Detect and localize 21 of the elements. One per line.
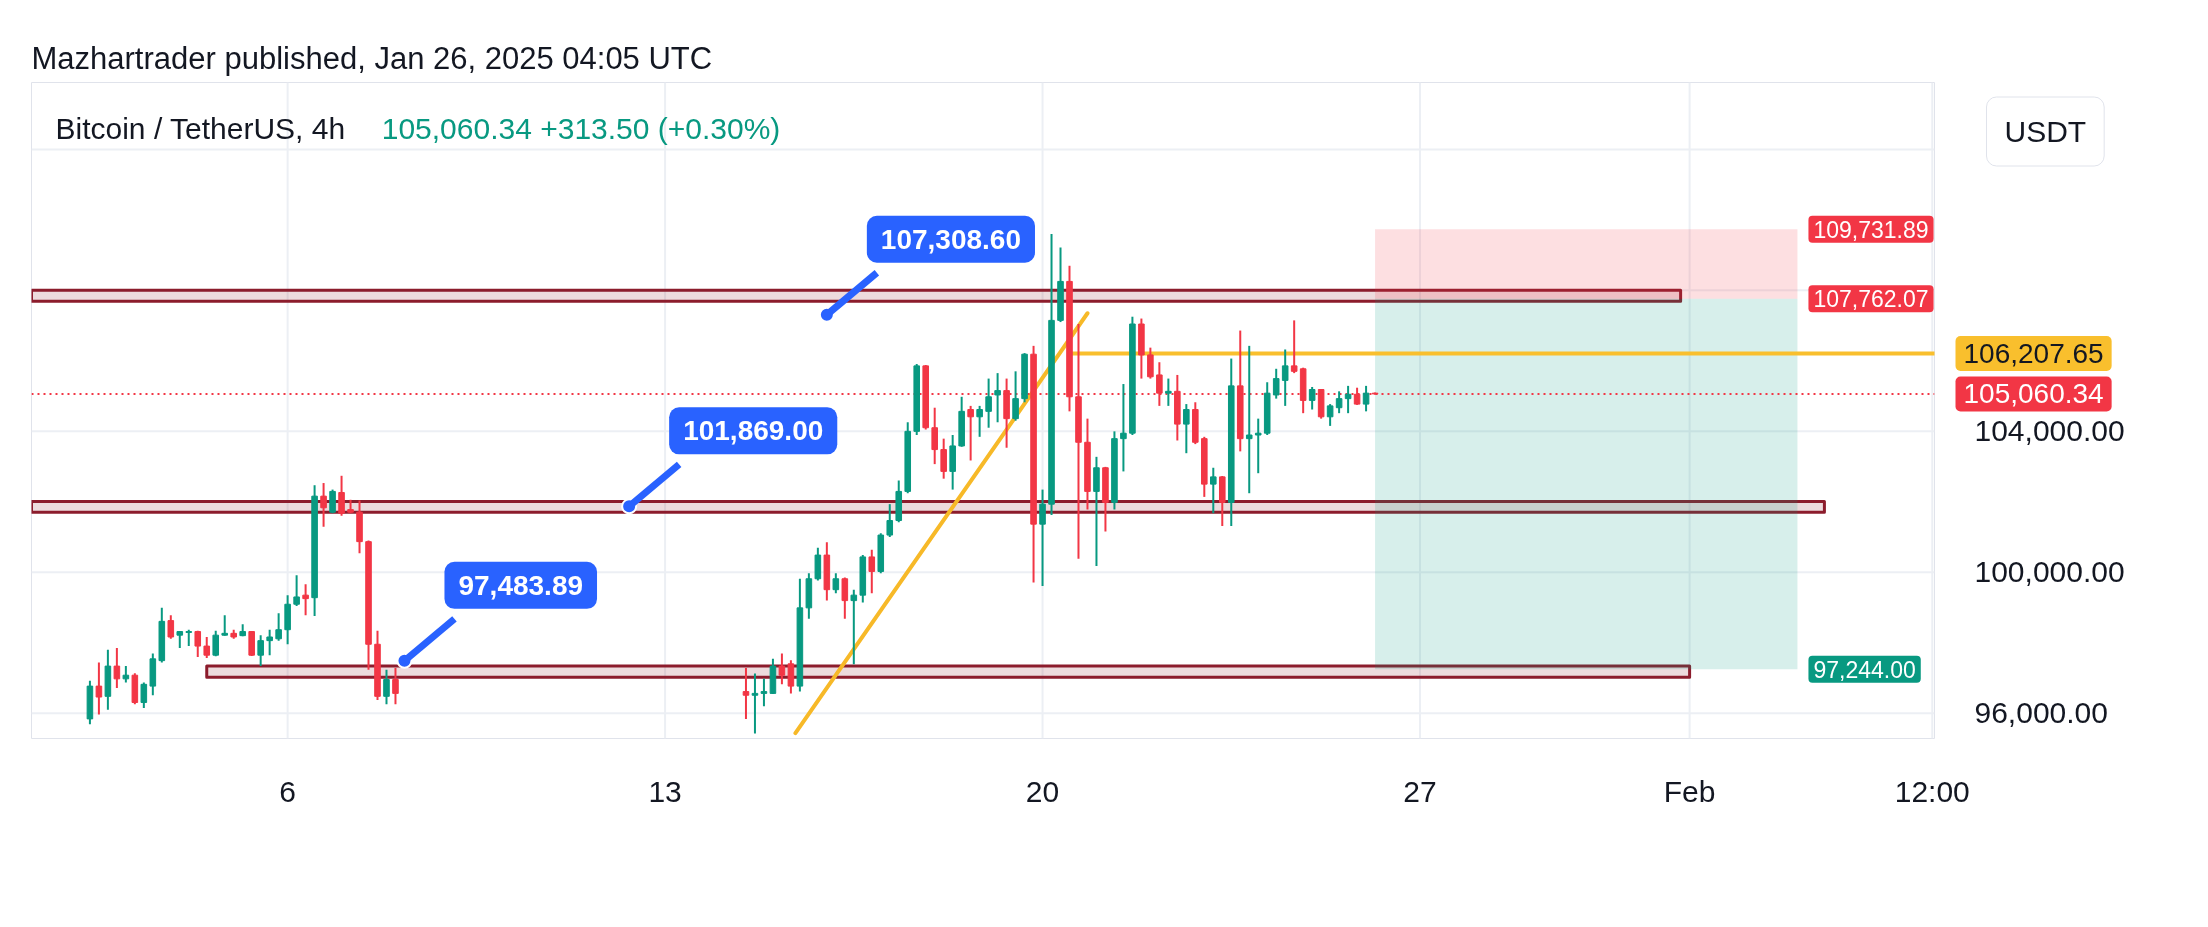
ref-line-label: 105,060.34 (1963, 378, 2104, 410)
data-label: 106,207.65 (1963, 338, 2104, 370)
x-tick-label: 6 (279, 774, 296, 808)
x-tick-label: 27 (1403, 774, 1437, 808)
y-tick-label: 104,000.00 (1974, 414, 2125, 448)
x-tick-label: 13 (648, 774, 682, 808)
data-label: 107,762.07 (1813, 286, 1929, 313)
annotation: 101,869.00 (683, 415, 824, 447)
x-tick-label: 12:00 (1894, 774, 1970, 808)
y-axis-title: USDT (2004, 115, 2087, 148)
annotation: 107,308.60 (880, 223, 1021, 255)
text: Mazhartrader published, Jan 26, 2025 04:05 UTC (31, 40, 713, 76)
x-tick-label: Feb (1663, 774, 1716, 808)
text: 105,060.34 +313.50 (+0.30%) (381, 112, 781, 145)
y-tick-label: 96,000.00 (1974, 696, 2108, 730)
data-label: 97,244.00 (1813, 656, 1916, 683)
data-label: 109,731.89 (1813, 216, 1929, 243)
text: Bitcoin / TetherUS, 4h (55, 112, 346, 145)
x-tick-label: 20 (1025, 774, 1060, 808)
y-tick-label: 100,000.00 (1974, 555, 2125, 589)
annotation: 97,483.89 (458, 569, 584, 601)
